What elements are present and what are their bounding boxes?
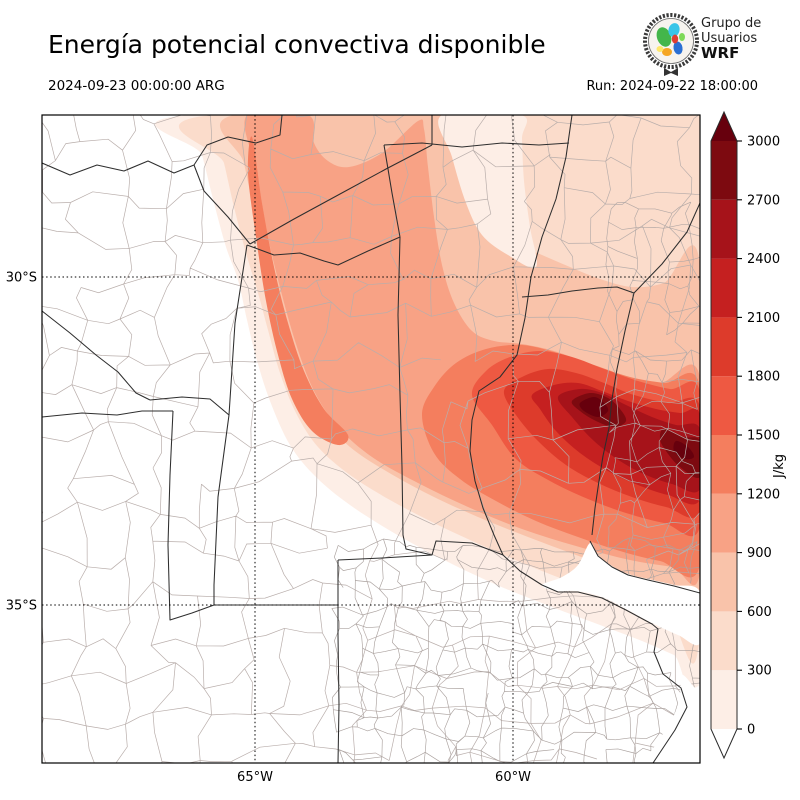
map-area [41,114,701,764]
logo-line2: Usuarios [701,31,758,46]
department-mesh [42,115,700,763]
colorbar-segment [711,317,737,377]
province-border [42,310,151,401]
province-border [383,144,401,238]
province-border [246,236,401,266]
logo-model-field [656,23,685,56]
province-border [193,115,283,166]
colorbar-segment [711,670,737,729]
province-border [249,144,433,245]
province-border [42,410,173,418]
province-border [591,202,700,536]
logo-text: Grupo de Usuarios WRF [701,16,761,61]
province-border [337,560,340,763]
run-time-label: Run: 2024-09-22 18:00:00 [586,79,758,94]
lon-tick-label: 65°W [237,770,273,785]
department-mesh [605,201,700,588]
colorbar-segment [711,376,737,435]
logo-line3: WRF [701,44,740,62]
cape-1200-1500-w [247,136,349,446]
lat-tick-label: 35°S [6,599,37,614]
province-border [469,115,573,586]
colorbar-under-arrow [711,729,737,758]
province-border [149,396,230,416]
province-border [167,410,215,621]
colorbar-segment [711,611,737,671]
colorbar-segment [711,141,737,200]
province-border [541,584,688,763]
lat-lon-gridlines [42,115,700,763]
colorbar-segment [711,199,737,259]
colorbar-tick-label: 3000 [747,135,780,150]
province-border [213,244,248,605]
logo-line1: Grupo de [701,16,762,31]
colorbar-unit-label: J/kg [772,454,787,479]
colorbar-tick-label: 2400 [747,252,780,267]
province-border [383,142,570,148]
colorbar-over-arrow [711,112,737,141]
colorbar-tick-label: 300 [747,664,772,679]
province-border [397,236,433,556]
colorbar-segment [711,258,737,318]
colorbar-tick-label: 1800 [747,370,780,385]
logo-wreath-ring [643,13,699,69]
department-boundaries [42,115,700,763]
colorbar-tick-label: 900 [747,546,772,561]
colorbar-tick-label: 1200 [747,487,780,502]
cape-over-3000-b [673,440,695,460]
atlantic-corner [646,674,700,763]
water-bodies [541,542,700,763]
cape-pale-wedge [438,115,537,269]
wrf-users-group-logo [643,13,699,76]
lat-tick-label: 30°S [6,271,37,286]
colorbar-tick-label: 2700 [747,193,780,208]
axis-tick-labels: 30°S 35°S 65°W 60°W [6,271,531,786]
colorbar-segment [711,435,737,494]
province-border [521,286,635,298]
colorbar-tick-label: 600 [747,605,772,620]
province-border [337,540,504,561]
province-border [589,540,700,594]
colorbar-tick-label: 1500 [747,429,780,444]
colorbar-tick-label: 2100 [747,311,780,326]
colorbar-tick-label: 0 [747,723,755,738]
rio-de-la-plata [541,542,700,646]
page-title: Energía potencial convectiva disponible [48,30,546,59]
colorbar-segment [711,493,737,553]
province-boundaries [42,115,700,763]
province-border [42,160,195,176]
colorbar-segment [711,552,737,612]
map-frame [41,114,701,764]
logo-ribbon [664,68,678,76]
valid-time-label: 2024-09-23 00:00:00 ARG [48,78,225,94]
lon-tick-label: 60°W [495,770,531,785]
colorbar: 0 300 600 900 1200 1500 1800 2100 2400 2700 3000 J/… [710,110,787,760]
province-border [193,164,251,245]
